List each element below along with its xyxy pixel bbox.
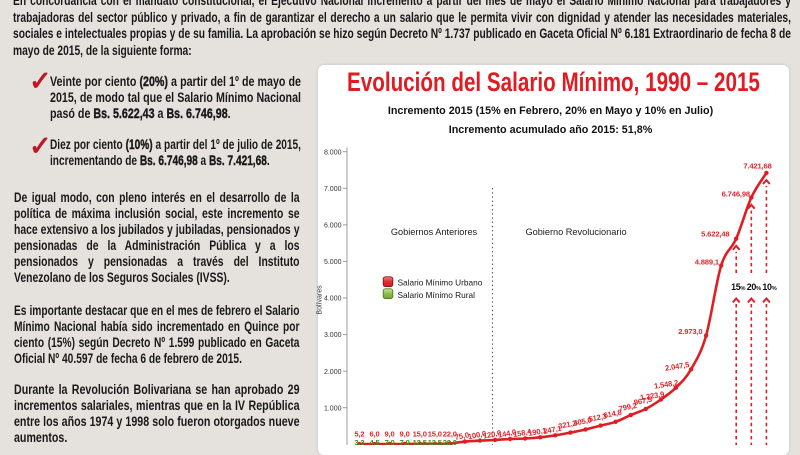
- svg-text:15,0: 15,0: [413, 429, 427, 438]
- svg-text:967,5: 967,5: [633, 395, 654, 407]
- svg-text:6,0: 6,0: [369, 429, 379, 438]
- svg-text:7.000: 7.000: [324, 186, 342, 193]
- svg-text:3,3: 3,3: [354, 438, 364, 445]
- svg-text:Bolívares: Bolívares: [317, 285, 324, 315]
- svg-text:2.973,0: 2.973,0: [678, 327, 702, 336]
- svg-text:75,0: 75,0: [454, 430, 470, 442]
- svg-text:1.000: 1.000: [324, 405, 342, 412]
- svg-text:4,5: 4,5: [369, 438, 380, 445]
- svg-text:6.746,98: 6.746,98: [722, 190, 750, 199]
- svg-text:5,2: 5,2: [354, 429, 364, 438]
- svg-text:10%: 10%: [762, 282, 776, 292]
- svg-text:1.548,2: 1.548,2: [653, 378, 678, 391]
- svg-text:2.000: 2.000: [324, 369, 342, 376]
- svg-text:1.223,9: 1.223,9: [639, 390, 664, 403]
- svg-text:2.047,5: 2.047,5: [664, 360, 690, 373]
- svg-text:12,5: 12,5: [413, 438, 428, 445]
- svg-text:405,0: 405,0: [573, 415, 593, 427]
- svg-text:Salario Mínimo Urbano: Salario Mínimo Urbano: [398, 278, 483, 288]
- svg-text:158,4: 158,4: [512, 427, 533, 439]
- svg-text:20%: 20%: [747, 282, 761, 292]
- svg-text:5.000: 5.000: [324, 259, 342, 266]
- svg-text:20,0: 20,0: [443, 438, 457, 445]
- svg-text:100,0: 100,0: [467, 429, 487, 441]
- svg-text:Gobiernos Anteriores: Gobiernos Anteriores: [391, 227, 478, 237]
- svg-text:7,0: 7,0: [384, 438, 394, 445]
- svg-text:120,0: 120,0: [482, 428, 502, 440]
- svg-text:Gobierno Revolucionario: Gobierno Revolucionario: [525, 227, 626, 237]
- svg-text:9,0: 9,0: [400, 429, 410, 438]
- svg-text:3.000: 3.000: [324, 332, 342, 339]
- svg-text:321,2: 321,2: [558, 418, 578, 430]
- svg-text:9,0: 9,0: [384, 429, 394, 438]
- svg-text:512,3: 512,3: [588, 411, 608, 423]
- svg-text:15%: 15%: [731, 282, 745, 292]
- svg-text:799,2: 799,2: [618, 401, 638, 413]
- svg-text:5.622,48: 5.622,48: [701, 230, 729, 239]
- svg-text:7,0: 7,0: [400, 438, 410, 445]
- svg-text:144,0: 144,0: [497, 427, 517, 439]
- svg-text:190,1: 190,1: [527, 426, 548, 438]
- svg-text:247,1: 247,1: [542, 424, 563, 436]
- svg-text:12,5: 12,5: [428, 438, 443, 445]
- svg-text:8.000: 8.000: [324, 149, 342, 156]
- svg-text:614,8: 614,8: [603, 408, 623, 420]
- svg-text:15,0: 15,0: [428, 429, 442, 438]
- svg-text:22,0: 22,0: [443, 429, 457, 438]
- svg-text:6.000: 6.000: [324, 223, 342, 230]
- svg-text:7.421,68: 7.421,68: [743, 162, 771, 171]
- svg-text:4.000: 4.000: [324, 296, 342, 303]
- svg-text:Salario Mínimo Rural: Salario Mínimo Rural: [398, 290, 476, 300]
- svg-text:4.889,1: 4.889,1: [695, 257, 720, 266]
